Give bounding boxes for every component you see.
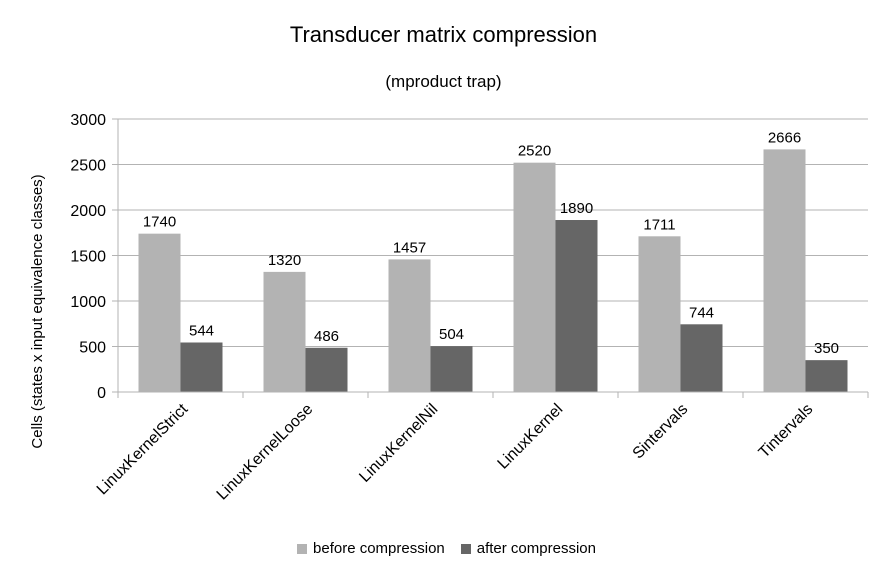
data-label: 504	[439, 326, 464, 343]
x-tick-label: Tintervals	[756, 401, 817, 462]
legend-label-after: after compression	[476, 540, 596, 557]
x-tick-label: LinuxKernelNil	[356, 401, 441, 486]
chart-title: Transducer matrix compression	[289, 22, 598, 47]
legend: before compression after compression	[0, 540, 887, 557]
bar	[805, 360, 848, 392]
bar	[430, 346, 473, 392]
data-label: 350	[814, 340, 839, 357]
bar	[305, 347, 348, 392]
data-label: 1320	[268, 252, 301, 269]
data-label: 744	[689, 304, 714, 321]
data-label: 1890	[560, 200, 593, 217]
bar	[638, 236, 681, 392]
data-label: 486	[314, 328, 339, 345]
data-label: 2520	[518, 143, 551, 160]
y-tick-label: 1000	[70, 294, 106, 311]
data-label: 1711	[643, 216, 675, 233]
y-tick-label: 3000	[70, 112, 106, 129]
y-axis-title: Cells (states x input equivalence classe…	[29, 174, 46, 448]
data-label: 1457	[393, 239, 426, 256]
legend-label-before: before compression	[313, 540, 445, 557]
y-tick-label: 2000	[70, 203, 106, 220]
x-tick-label: LinuxKernelStrict	[94, 400, 192, 498]
x-tick-label: LinuxKernel	[495, 401, 567, 473]
data-label: 1740	[143, 214, 176, 231]
bar	[180, 342, 223, 392]
bar	[388, 259, 431, 392]
bar	[555, 220, 598, 392]
bar	[138, 233, 181, 392]
legend-item-before: before compression	[291, 540, 445, 557]
data-label: 2666	[768, 129, 801, 146]
y-tick-label: 2500	[70, 158, 106, 175]
legend-swatch-after	[460, 543, 471, 554]
bar	[263, 271, 306, 392]
x-tick-label: LinuxKernelLoose	[214, 401, 317, 504]
y-tick-label: 500	[79, 340, 106, 357]
bar	[680, 324, 723, 392]
y-tick-label: 1500	[70, 249, 106, 266]
chart-subtitle: (mproduct trap)	[385, 72, 502, 91]
bar	[763, 149, 806, 392]
y-tick-label: 0	[97, 385, 106, 402]
legend-item-after: after compression	[455, 540, 596, 557]
data-label: 544	[189, 322, 214, 339]
legend-swatch-before	[297, 543, 308, 554]
x-tick-label: Sintervals	[630, 401, 692, 463]
bar	[513, 162, 556, 392]
